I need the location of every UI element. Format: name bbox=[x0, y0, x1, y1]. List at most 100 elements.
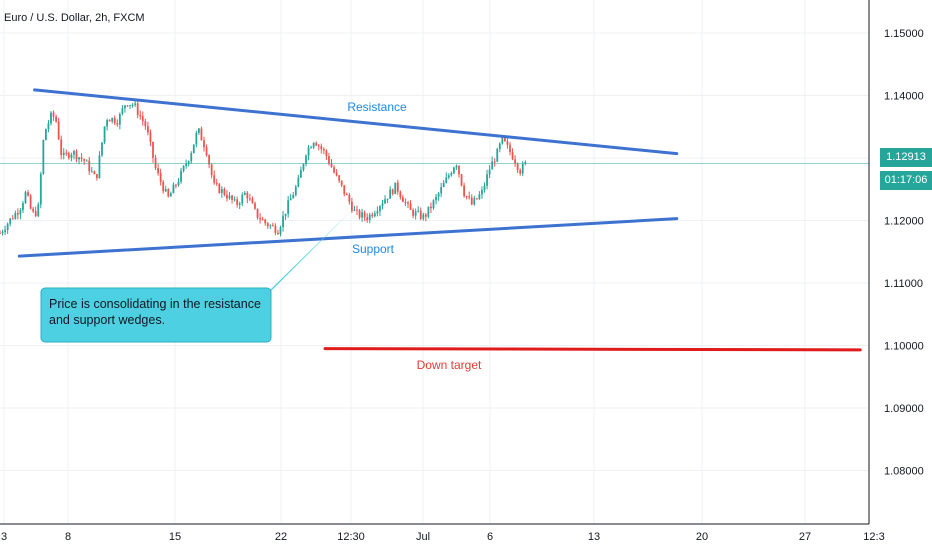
candle-body bbox=[52, 112, 55, 117]
candle-body bbox=[85, 160, 88, 162]
candle-body bbox=[493, 161, 496, 163]
candle-body bbox=[57, 121, 60, 140]
candle-body bbox=[361, 212, 363, 218]
callout-box[interactable] bbox=[40, 287, 272, 343]
candle-body bbox=[504, 136, 506, 142]
candle-body bbox=[210, 164, 213, 176]
candle-body bbox=[450, 173, 453, 176]
candle-body bbox=[208, 155, 210, 165]
candle-body bbox=[157, 168, 159, 174]
candle-body bbox=[391, 189, 394, 195]
candle-body bbox=[432, 200, 435, 209]
candle-body bbox=[488, 169, 491, 175]
candle-body bbox=[445, 177, 448, 183]
candle-body bbox=[284, 213, 287, 216]
x-tick-label: 12:30 bbox=[337, 531, 365, 543]
y-tick-label: 1.12000 bbox=[884, 216, 924, 228]
x-tick-label: 22 bbox=[275, 531, 287, 543]
candle-body bbox=[437, 193, 440, 197]
candle-body bbox=[256, 208, 259, 218]
candle-body bbox=[427, 206, 430, 217]
candle-body bbox=[358, 210, 361, 218]
candle-body bbox=[190, 153, 193, 162]
candle-body bbox=[419, 210, 422, 219]
candle-body bbox=[356, 209, 358, 211]
candle-body bbox=[39, 173, 42, 205]
candle-body bbox=[514, 159, 516, 164]
y-tick-label: 1.11000 bbox=[884, 278, 923, 290]
candle-body bbox=[98, 155, 101, 178]
candle-body bbox=[447, 175, 450, 178]
candle-body bbox=[470, 197, 473, 205]
candle-body bbox=[414, 211, 417, 216]
candle-body bbox=[277, 232, 279, 235]
candle-body bbox=[363, 212, 366, 218]
candle-body bbox=[50, 112, 52, 124]
candle-body bbox=[65, 152, 68, 154]
candle-body bbox=[366, 217, 369, 221]
candle-body bbox=[320, 146, 323, 150]
candle-body bbox=[200, 128, 203, 141]
candle-body bbox=[481, 189, 483, 195]
candle-body bbox=[498, 143, 501, 149]
candle-body bbox=[67, 153, 70, 158]
candle-body bbox=[386, 198, 389, 200]
down-target-line[interactable] bbox=[323, 347, 862, 352]
candle-body bbox=[381, 203, 384, 207]
candle-body bbox=[264, 219, 267, 224]
x-tick-label: 20 bbox=[696, 531, 708, 543]
candle-body bbox=[269, 225, 272, 227]
candle-body bbox=[455, 165, 458, 168]
candle-body bbox=[124, 105, 126, 109]
candle-body bbox=[271, 225, 274, 227]
candle-body bbox=[144, 121, 147, 127]
price-axis[interactable] bbox=[869, 0, 932, 550]
candle-body bbox=[483, 185, 486, 190]
time-axis[interactable] bbox=[0, 524, 869, 550]
candle-body bbox=[251, 198, 254, 204]
resistance-line[interactable] bbox=[33, 88, 679, 156]
candle-body bbox=[111, 117, 114, 122]
candle-body bbox=[213, 175, 216, 183]
candle-body bbox=[404, 202, 407, 204]
candle-body bbox=[335, 172, 338, 176]
candle-body bbox=[205, 147, 208, 156]
candle-body bbox=[328, 156, 330, 164]
candle-body bbox=[302, 163, 305, 171]
candle-body bbox=[164, 189, 167, 192]
candle-body bbox=[241, 194, 244, 204]
candle-body bbox=[22, 203, 24, 211]
candle-body bbox=[11, 218, 14, 220]
candle-body bbox=[42, 140, 45, 174]
candle-body bbox=[134, 103, 137, 105]
candle-body bbox=[185, 164, 188, 166]
candle-body bbox=[348, 195, 351, 202]
candle-body bbox=[177, 181, 180, 186]
candle-body bbox=[167, 189, 170, 197]
grid bbox=[0, 0, 875, 524]
candle-body bbox=[486, 174, 488, 186]
candle-body bbox=[226, 194, 228, 199]
candle-body bbox=[501, 136, 504, 144]
callout-text: Price is consolidating in the resistance… bbox=[49, 296, 275, 328]
candle-body bbox=[353, 209, 356, 211]
candle-body bbox=[402, 197, 404, 203]
candle-body bbox=[442, 182, 445, 188]
candle-body bbox=[6, 223, 9, 231]
support-line[interactable] bbox=[17, 217, 679, 258]
candle-body bbox=[131, 104, 134, 106]
candle-body bbox=[394, 182, 397, 195]
x-tick-label: 27 bbox=[799, 531, 811, 543]
y-tick-label: 1.15000 bbox=[884, 28, 924, 40]
candle-body bbox=[136, 103, 139, 115]
candle-body bbox=[83, 159, 86, 161]
candle-body bbox=[195, 132, 198, 145]
candle-body bbox=[473, 198, 476, 205]
candle-body bbox=[379, 206, 381, 212]
candle-body bbox=[453, 167, 455, 174]
candle-body bbox=[516, 163, 519, 170]
candle-body bbox=[491, 161, 494, 170]
candle-body bbox=[509, 144, 511, 153]
candle-body bbox=[259, 217, 261, 220]
